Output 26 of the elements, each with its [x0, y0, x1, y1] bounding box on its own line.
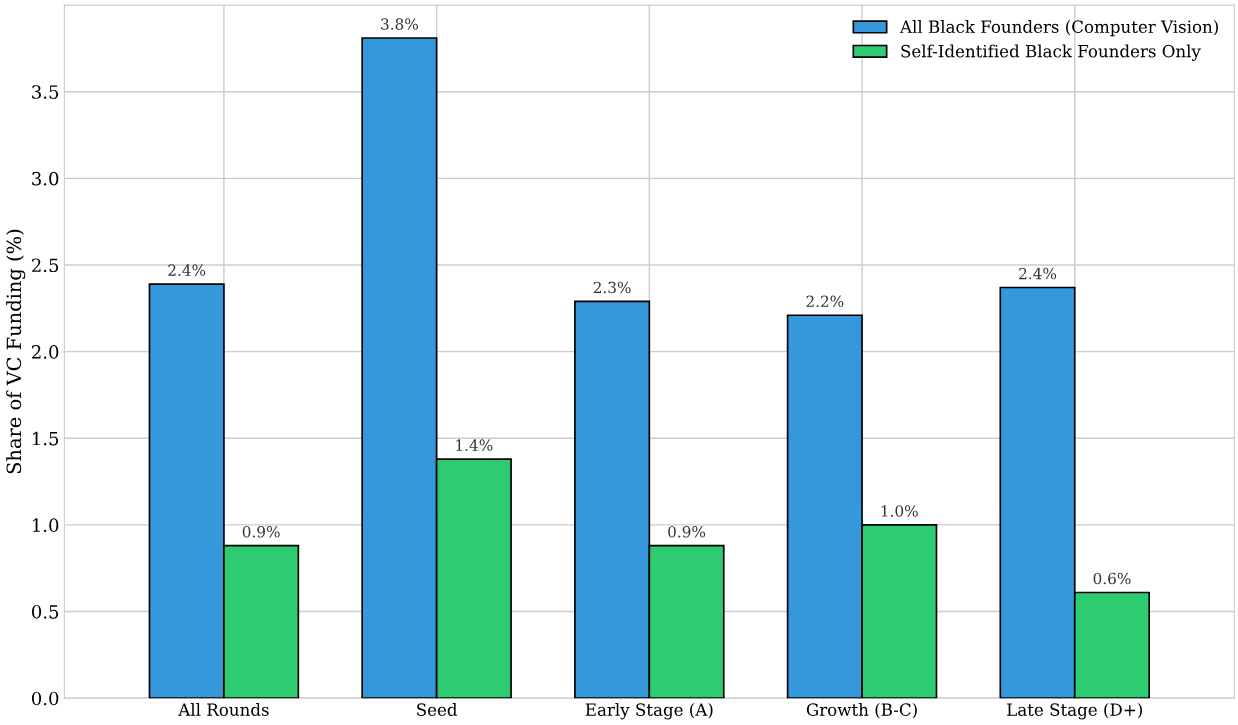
x-tick-label: All Rounds: [178, 703, 269, 716]
x-tick-label: Growth (B-C): [806, 703, 917, 719]
data-label: 3.8%: [381, 18, 418, 30]
y-tick-label: 0.5: [31, 605, 59, 619]
data-label: 1.0%: [881, 505, 918, 517]
y-tick-label: 3.5: [32, 85, 59, 99]
y-tick-label: 0.0: [31, 691, 59, 706]
y-tick-label: 1.0: [33, 518, 59, 533]
data-label: 0.6%: [1093, 572, 1131, 585]
y-tick-label: 3.0: [32, 171, 59, 186]
data-label: 2.3%: [593, 281, 631, 294]
legend-label: All Black Founders (Computer Vision): [899, 20, 1218, 37]
data-label: 0.9%: [668, 525, 706, 538]
legend-label: Self-Identified Black Founders Only: [901, 44, 1201, 61]
y-axis-title: Share of VC Funding (%): [6, 229, 26, 474]
y-tick-label: 2.0: [32, 345, 59, 359]
data-label: 2.2%: [806, 295, 844, 308]
data-label: 1.4%: [456, 439, 493, 451]
data-label: 2.4%: [168, 264, 206, 276]
x-tick-label: Seed: [417, 703, 458, 716]
x-tick-label: Late Stage (D+): [1007, 703, 1142, 720]
x-tick-label: Early Stage (A): [585, 703, 713, 720]
data-label: 0.9%: [242, 525, 280, 538]
y-tick-label: 2.5: [32, 258, 59, 273]
data-label: 2.4%: [1019, 267, 1057, 280]
y-tick-label: 1.5: [33, 431, 59, 446]
